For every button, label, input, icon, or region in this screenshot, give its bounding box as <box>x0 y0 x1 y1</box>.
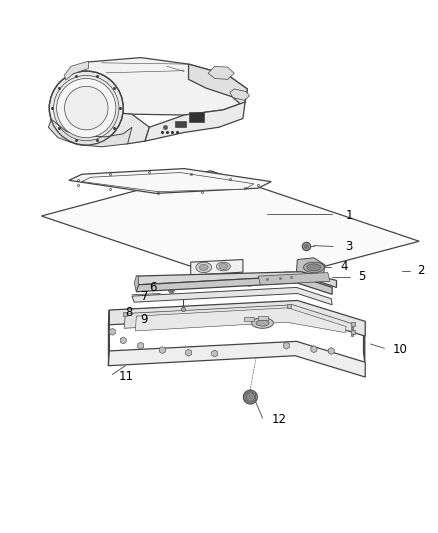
Text: 2: 2 <box>417 264 424 277</box>
Polygon shape <box>136 276 332 294</box>
Polygon shape <box>230 89 250 100</box>
Polygon shape <box>145 102 245 141</box>
Polygon shape <box>49 92 149 144</box>
Polygon shape <box>311 346 317 353</box>
Polygon shape <box>64 61 88 80</box>
Text: 6: 6 <box>149 281 157 294</box>
Polygon shape <box>328 348 334 354</box>
Polygon shape <box>110 328 115 335</box>
Polygon shape <box>364 322 365 362</box>
Polygon shape <box>132 287 332 305</box>
Polygon shape <box>136 272 336 287</box>
Text: 7: 7 <box>141 289 148 303</box>
Polygon shape <box>48 119 132 147</box>
Text: 4: 4 <box>341 260 348 273</box>
Polygon shape <box>307 264 321 271</box>
Text: 9: 9 <box>141 313 148 326</box>
Polygon shape <box>110 301 365 332</box>
Polygon shape <box>135 308 346 333</box>
Polygon shape <box>53 58 247 115</box>
Polygon shape <box>258 272 330 285</box>
Polygon shape <box>304 262 324 272</box>
Polygon shape <box>109 301 365 336</box>
Circle shape <box>57 78 116 138</box>
Polygon shape <box>244 390 257 404</box>
Polygon shape <box>297 258 325 279</box>
Polygon shape <box>252 318 273 328</box>
Polygon shape <box>196 262 212 272</box>
Polygon shape <box>208 66 234 79</box>
Bar <box>258 316 268 320</box>
Polygon shape <box>120 337 126 344</box>
Polygon shape <box>256 320 269 326</box>
Text: 3: 3 <box>345 240 353 253</box>
Text: 12: 12 <box>271 413 286 426</box>
Polygon shape <box>109 341 365 377</box>
Polygon shape <box>82 173 254 192</box>
Polygon shape <box>246 393 254 401</box>
Text: 5: 5 <box>358 270 366 284</box>
Polygon shape <box>109 310 110 366</box>
Polygon shape <box>219 263 228 270</box>
Polygon shape <box>191 260 243 275</box>
Polygon shape <box>69 168 271 193</box>
Polygon shape <box>212 350 218 357</box>
Polygon shape <box>124 305 353 332</box>
Text: 11: 11 <box>119 370 134 383</box>
Circle shape <box>64 86 108 130</box>
Polygon shape <box>134 276 138 292</box>
Polygon shape <box>216 262 230 271</box>
Polygon shape <box>199 264 208 270</box>
Bar <box>188 112 204 122</box>
Bar <box>244 317 254 321</box>
Polygon shape <box>42 171 419 286</box>
Bar <box>176 121 186 127</box>
Polygon shape <box>186 349 191 356</box>
Text: 8: 8 <box>125 306 133 319</box>
Polygon shape <box>159 346 166 353</box>
Polygon shape <box>188 64 247 107</box>
Polygon shape <box>283 342 290 349</box>
Circle shape <box>49 71 123 145</box>
Text: 1: 1 <box>345 208 353 222</box>
Text: 10: 10 <box>393 343 408 356</box>
Polygon shape <box>138 342 144 349</box>
